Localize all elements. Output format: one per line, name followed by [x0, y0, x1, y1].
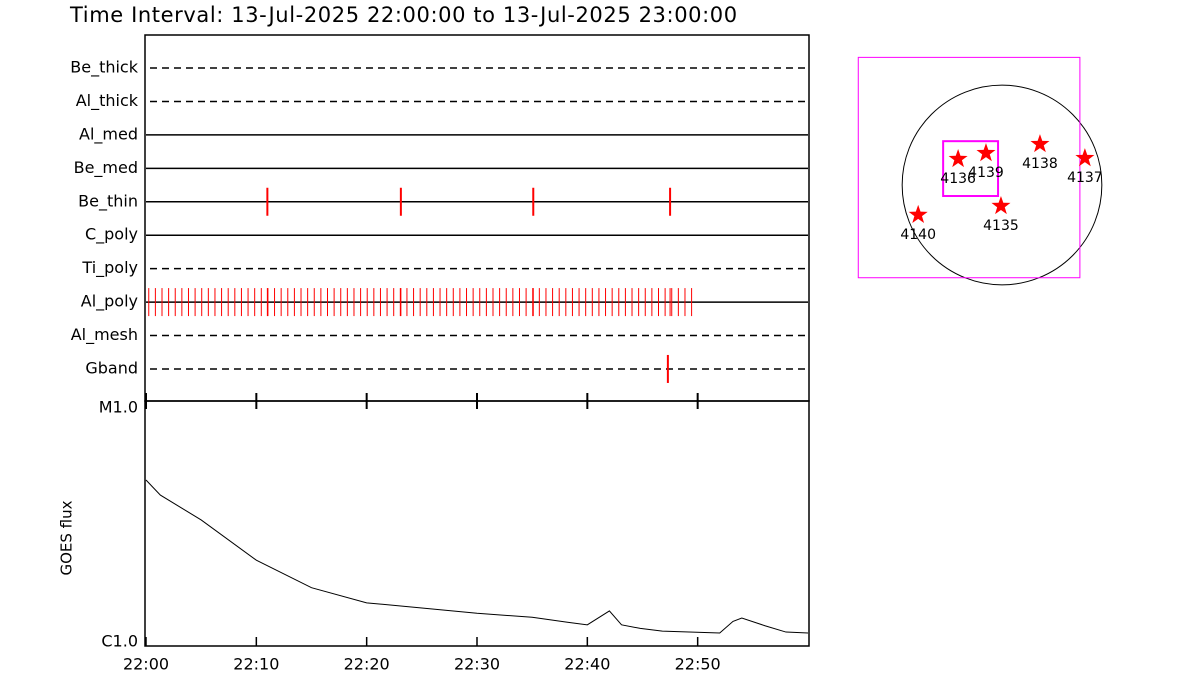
solar-disk — [901, 84, 1103, 286]
region-marker — [908, 204, 928, 223]
region-label: 4140 — [900, 227, 936, 243]
filter-label: Be_thin — [78, 191, 138, 211]
x-tick-label: 22:40 — [564, 655, 610, 674]
x-tick-label: 22:00 — [123, 655, 169, 674]
region-label: 4138 — [1022, 156, 1058, 172]
filter-label: Be_thick — [70, 58, 138, 78]
x-tick-label: 22:50 — [675, 655, 721, 674]
goes-line — [145, 479, 809, 634]
x-tick-label: 22:20 — [344, 655, 390, 674]
region-label: 4139 — [968, 165, 1004, 181]
region-marker — [948, 149, 968, 168]
fov-box — [942, 140, 1000, 198]
filter-label: Al_poly — [81, 292, 138, 312]
filter-label: Gband — [85, 358, 138, 377]
chart-title: Time Interval: 13-Jul-2025 22:00:00 to 1… — [69, 3, 738, 27]
fov-box — [857, 56, 1081, 279]
filter-label: Al_med — [79, 124, 138, 144]
region-label: 4136 — [940, 171, 976, 187]
region-label: 4137 — [1067, 170, 1103, 186]
region-marker — [1030, 134, 1050, 153]
region-marker — [976, 143, 996, 162]
y-tick-label: C1.0 — [101, 632, 138, 651]
filter-label: Ti_poly — [81, 258, 138, 278]
filter-panel-frame — [144, 34, 810, 402]
y-axis-title: GOES flux — [58, 500, 76, 575]
filter-label: C_poly — [85, 225, 138, 245]
x-tick-label: 22:10 — [233, 655, 279, 674]
region-marker — [991, 195, 1011, 215]
filter-label: Al_thick — [76, 91, 139, 111]
filter-label: Be_med — [74, 158, 138, 178]
y-tick-label: M1.0 — [99, 398, 138, 417]
goes-panel-frame — [144, 400, 810, 647]
region-label: 4135 — [983, 218, 1019, 234]
x-tick-label: 22:30 — [454, 655, 500, 674]
region-marker — [1075, 148, 1095, 167]
filter-label: Al_mesh — [71, 325, 138, 345]
